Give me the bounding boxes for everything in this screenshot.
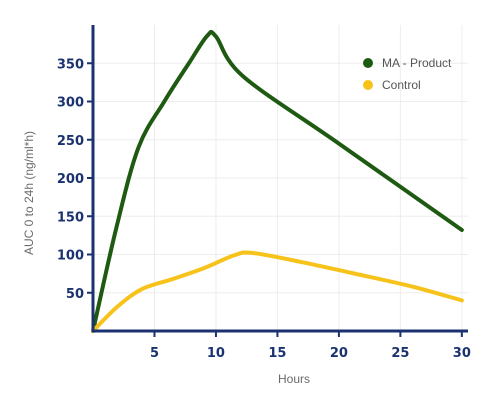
series-line-0 xyxy=(91,29,464,333)
series-lines xyxy=(91,29,464,333)
y-tick-labels: 50 100 150 200 250 300 350 xyxy=(57,57,84,302)
x-tick-label-5: 5 xyxy=(150,346,159,361)
legend-marker-1 xyxy=(363,80,373,90)
x-tick-labels: 5 10 15 20 25 30 xyxy=(150,346,471,361)
x-tick-label-15: 15 xyxy=(268,346,286,361)
x-tick-label-10: 10 xyxy=(207,346,225,361)
legend-label-0: MA - Product xyxy=(382,56,452,70)
y-tick-label-250: 250 xyxy=(57,134,84,149)
y-tick-label-350: 350 xyxy=(57,57,84,72)
y-tick-label-300: 300 xyxy=(57,96,84,111)
legend-marker-0 xyxy=(363,58,373,68)
y-tick-label-150: 150 xyxy=(57,210,84,225)
x-axis-title: Hours xyxy=(278,372,310,386)
axes xyxy=(87,25,468,337)
series-line-1 xyxy=(91,250,464,333)
y-tick-label-100: 100 xyxy=(57,249,84,264)
x-tick-label-20: 20 xyxy=(330,346,348,361)
x-tick-label-30: 30 xyxy=(453,346,471,361)
y-axis-title: AUC 0 to 24h (ng/ml*h) xyxy=(22,131,36,255)
y-tick-label-200: 200 xyxy=(57,172,84,187)
x-tick-label-25: 25 xyxy=(391,346,409,361)
legend-label-1: Control xyxy=(382,78,421,92)
legend: MA - Product Control xyxy=(363,56,452,92)
y-tick-label-50: 50 xyxy=(66,287,84,302)
